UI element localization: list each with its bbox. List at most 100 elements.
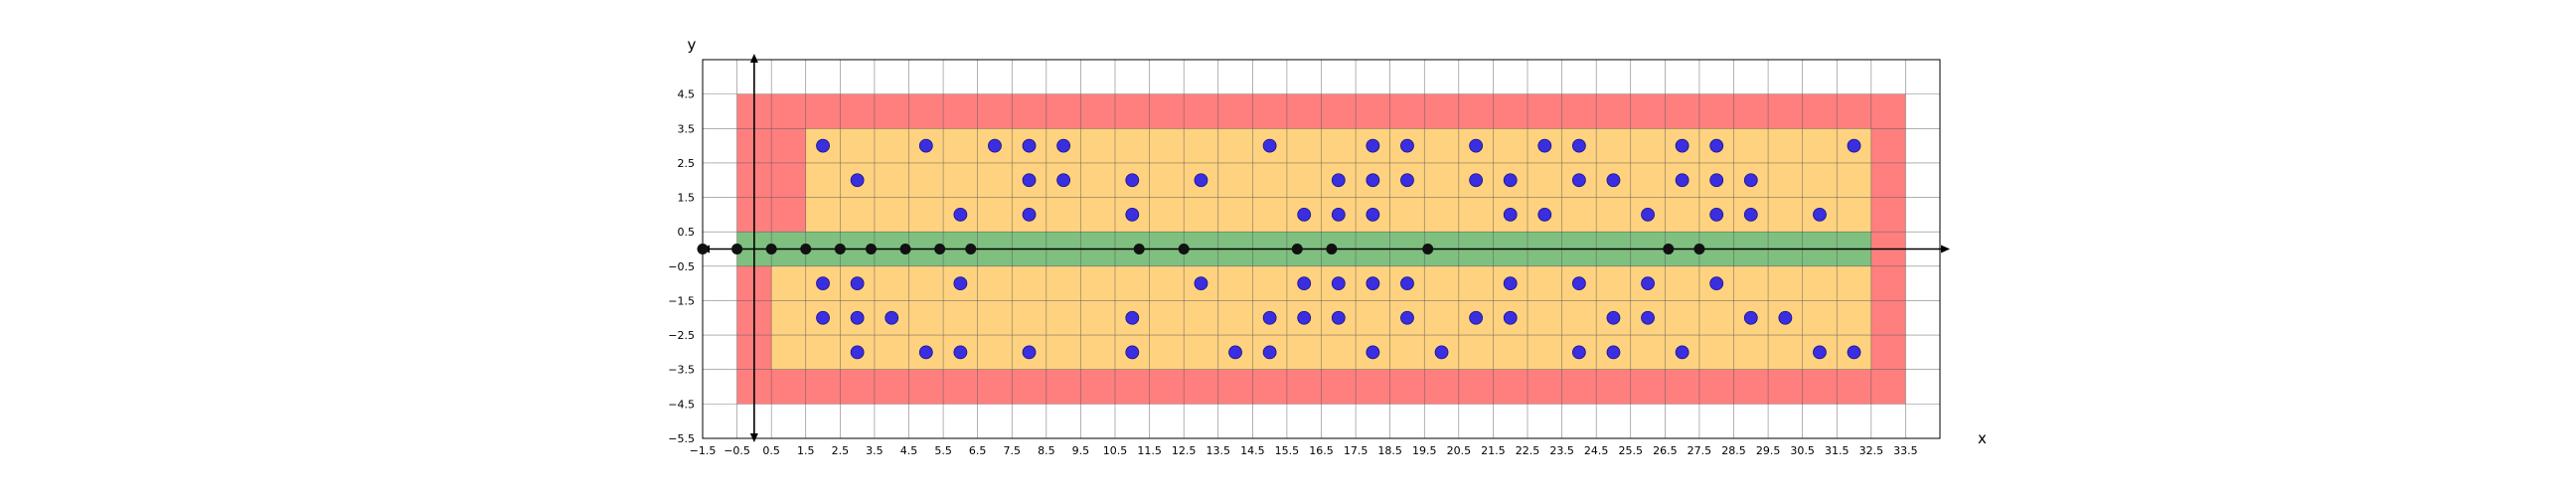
x-tick-label: −0.5 [724,444,750,457]
y-tick-label: −3.5 [668,364,695,377]
data-point [1125,345,1140,360]
data-point [918,138,933,153]
data-point [1022,138,1037,153]
data-point [850,173,865,188]
data-point [885,310,899,325]
x-tick-label: 28.5 [1721,444,1746,457]
axis-point [1133,244,1145,254]
axis-point [934,244,946,254]
x-tick-label: 23.5 [1549,444,1574,457]
data-point [1709,276,1724,291]
x-tick-label: 18.5 [1377,444,1402,457]
data-point [1641,310,1655,325]
x-tick-label: 24.5 [1584,444,1609,457]
x-tick-label: 19.5 [1412,444,1437,457]
data-point [1503,207,1518,222]
data-point [1743,173,1758,188]
data-point [1675,345,1690,360]
x-tick-label: 4.5 [900,444,918,457]
data-point [1400,310,1414,325]
x-tick-label: 14.5 [1240,444,1265,457]
axis-point [800,244,812,254]
data-point [1366,345,1380,360]
data-point [1709,173,1724,188]
x-tick-label: 16.5 [1309,444,1334,457]
data-point [1297,207,1312,222]
data-point [1813,207,1827,222]
data-point [1194,276,1208,291]
data-point [1847,345,1861,360]
y-tick-label: 0.5 [678,226,696,239]
data-point [1571,345,1586,360]
data-point [1675,138,1690,153]
x-tick-label: 12.5 [1172,444,1197,457]
x-tick-label: 0.5 [762,444,780,457]
data-point [1675,173,1690,188]
x-tick-label: 9.5 [1072,444,1090,457]
data-point [1606,310,1621,325]
data-point [850,345,865,360]
x-axis-label: x [1978,429,1987,447]
x-tick-label: 5.5 [934,444,952,457]
axis-point [899,244,911,254]
data-point [953,345,968,360]
ticks-layer: −1.5 −0.5 0.5 1.5 2.5 3.5 4.5 5.5 6.5 7.5 8.5 9.5 10… [668,88,1917,457]
data-point [1571,173,1586,188]
data-point [1194,173,1208,188]
data-point [1125,173,1140,188]
axis-point [834,244,846,254]
data-point [1366,276,1380,291]
data-point [1262,138,1277,153]
x-tick-label: 15.5 [1275,444,1300,457]
data-point [1297,310,1312,325]
data-point [1606,345,1621,360]
data-point [1262,310,1277,325]
y-axis-label: y [688,36,697,54]
x-tick-label: 21.5 [1481,444,1506,457]
data-point [1434,345,1449,360]
data-point [1571,138,1586,153]
x-tick-label: −1.5 [690,444,717,457]
points-layer [816,138,1861,360]
data-point [1503,276,1518,291]
data-point [953,276,968,291]
data-point [1125,207,1140,222]
data-point [1022,173,1037,188]
data-point [1813,345,1827,360]
data-point [1743,310,1758,325]
axis-point [1663,244,1675,254]
data-point [1022,345,1037,360]
x-tick-label: 8.5 [1038,444,1055,457]
data-point [1331,207,1346,222]
data-point [850,310,865,325]
axis-point [765,244,777,254]
y-tick-label: 3.5 [678,122,696,135]
axis-point [1422,244,1434,254]
data-point [850,276,865,291]
y-tick-label: −0.5 [668,260,695,273]
data-point [1537,207,1552,222]
data-point [1297,276,1312,291]
data-point [1331,310,1346,325]
data-point [1469,173,1484,188]
x-tick-label: 22.5 [1516,444,1540,457]
x-tick-label: 17.5 [1344,444,1368,457]
axis-point [1291,244,1303,254]
y-axis-arrow [749,54,758,63]
axis-point [1693,244,1705,254]
data-point [816,310,830,325]
data-point [1331,173,1346,188]
data-point [1331,276,1346,291]
axis-point [731,244,743,254]
axis-point [865,244,877,254]
data-point [1503,173,1518,188]
data-point [1709,138,1724,153]
x-tick-label: 6.5 [969,444,987,457]
data-point [1709,207,1724,222]
data-point [1503,310,1518,325]
data-point [953,207,968,222]
data-point [1125,310,1140,325]
data-point [816,276,830,291]
axis-point [1326,244,1338,254]
x-tick-label: 30.5 [1790,444,1815,457]
